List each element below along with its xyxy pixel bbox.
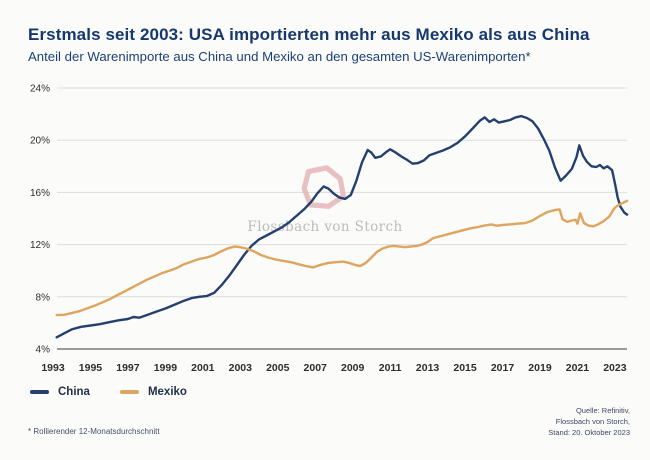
x-tick-label: 2001	[191, 362, 215, 374]
y-tick-label: 8%	[36, 292, 51, 303]
y-tick-label: 24%	[30, 84, 50, 95]
china-line-swatch	[30, 390, 49, 394]
x-tick-label: 2009	[341, 362, 365, 374]
y-tick-label: 20%	[30, 136, 50, 147]
legend-item-mexiko: Mexiko	[119, 386, 187, 398]
x-tick-label: 2005	[266, 362, 290, 374]
page-title: Erstmals seit 2003: USA importierten meh…	[28, 25, 590, 44]
chart-legend: China Mexiko	[30, 386, 187, 398]
source-line: Stand: 20. Oktober 2023	[548, 427, 630, 437]
chart-subtitle: Anteil der Warenimporte aus China und Me…	[28, 49, 531, 64]
source-line: Flossbach von Storch,	[555, 416, 630, 426]
mexiko-line-swatch	[119, 390, 139, 394]
x-tick-label: 2013	[416, 362, 440, 374]
x-tick-label: 1995	[79, 362, 103, 374]
x-tick-label: 2015	[453, 362, 477, 374]
x-tick-label: 2021	[566, 362, 590, 374]
legend-item-china: China	[30, 386, 90, 398]
x-tick-label: 2017	[491, 362, 515, 374]
series-line-china	[55, 114, 629, 339]
footnote: * Rollierender 12-Monatsdurchschnitt	[28, 427, 160, 436]
x-tick-label: 2007	[304, 362, 328, 374]
source-attribution: Quelle: Refinitiv, Flossbach von Storch,…	[548, 406, 630, 439]
x-tick-label: 2019	[528, 362, 552, 374]
x-tick-label: 2003	[229, 362, 253, 374]
series-line-mexiko	[55, 199, 629, 317]
y-tick-label: 4%	[36, 345, 51, 356]
annotation-circle	[301, 165, 346, 209]
x-tick-label: 1999	[154, 362, 178, 374]
y-tick-label: 16%	[30, 188, 50, 199]
legend-label-mexiko: Mexiko	[147, 386, 187, 398]
x-tick-label: 1993	[41, 362, 65, 374]
x-tick-label: 2011	[379, 362, 402, 374]
x-tick-label: 2023	[603, 362, 627, 374]
legend-label-china: China	[58, 386, 90, 398]
source-line: Quelle: Refinitiv,	[575, 406, 630, 415]
x-tick-label: 1997	[116, 362, 140, 374]
y-tick-label: 12%	[30, 240, 50, 251]
